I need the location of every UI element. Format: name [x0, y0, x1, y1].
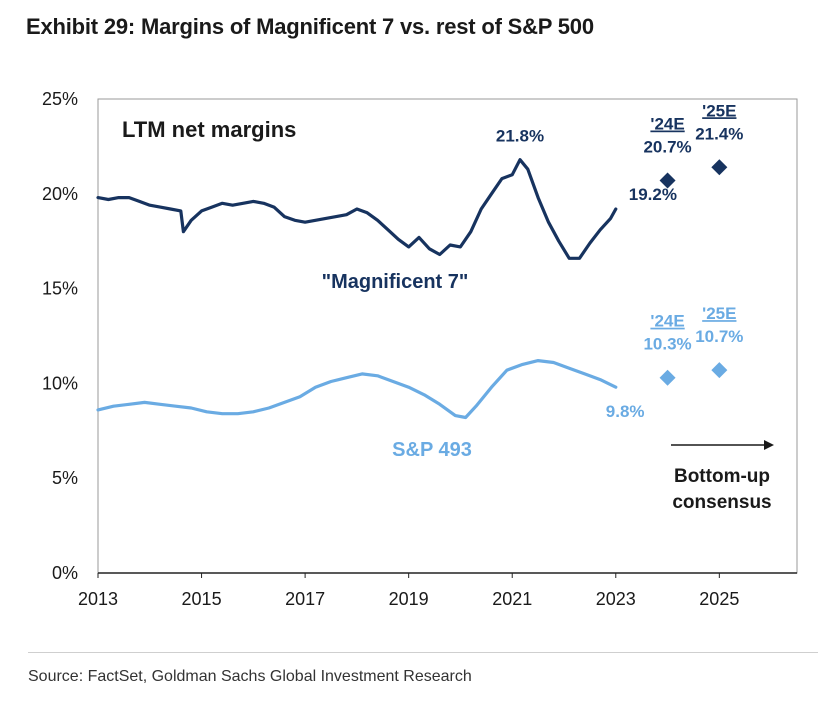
- x-tick-label: 2015: [182, 589, 222, 609]
- estimate-year-label: '24E: [650, 115, 684, 134]
- y-tick-label: 10%: [42, 373, 78, 393]
- x-axis-ticks: 2013 2015 2017 2019 2021 2023 2025: [78, 573, 739, 609]
- sp493-last-label: 9.8%: [606, 402, 645, 421]
- consensus-label-line1: Bottom-up: [674, 466, 770, 487]
- sp493-line: [98, 361, 616, 418]
- mag7-last-label: 19.2%: [629, 185, 677, 204]
- mag7-series-label: "Magnificent 7": [322, 271, 469, 293]
- estimate-year-label: '25E: [702, 101, 736, 120]
- y-axis-ticks: 0% 5% 10% 15% 20% 25%: [42, 89, 78, 583]
- y-tick-label: 0%: [52, 563, 78, 583]
- x-tick-label: 2013: [78, 589, 118, 609]
- source-note: Source: FactSet, Goldman Sachs Global In…: [28, 668, 472, 686]
- x-tick-label: 2025: [699, 589, 739, 609]
- estimate-marker: [711, 362, 727, 378]
- estimate-value-label: 10.3%: [643, 335, 691, 354]
- x-tick-label: 2017: [285, 589, 325, 609]
- estimate-year-label: '25E: [702, 304, 736, 323]
- estimate-marker: [711, 159, 727, 175]
- mag7-line: [98, 160, 616, 259]
- consensus-label-line2: consensus: [672, 492, 771, 513]
- panel-title: LTM net margins: [122, 117, 296, 142]
- x-tick-label: 2021: [492, 589, 532, 609]
- estimate-year-label: '24E: [650, 312, 684, 331]
- y-tick-label: 25%: [42, 89, 78, 109]
- estimate-value-label: 20.7%: [643, 138, 691, 157]
- footer-divider: [28, 652, 818, 653]
- estimate-markers: '24E 20.7% '25E 21.4% '24E 10.3% '25E 10.7%: [643, 101, 743, 385]
- sp493-series-label: S&P 493: [392, 439, 472, 461]
- y-tick-label: 5%: [52, 468, 78, 488]
- y-tick-label: 15%: [42, 279, 78, 299]
- estimate-value-label: 21.4%: [695, 124, 743, 143]
- mag7-peak-label: 21.8%: [496, 127, 544, 146]
- x-tick-label: 2019: [389, 589, 429, 609]
- y-tick-label: 20%: [42, 184, 78, 204]
- consensus-arrow-head: [764, 440, 774, 450]
- x-tick-label: 2023: [596, 589, 636, 609]
- estimate-value-label: 10.7%: [695, 327, 743, 346]
- margins-chart: 0% 5% 10% 15% 20% 25% 2013 2015 2017 2019 2021 202…: [0, 0, 831, 640]
- estimate-marker: [660, 370, 676, 386]
